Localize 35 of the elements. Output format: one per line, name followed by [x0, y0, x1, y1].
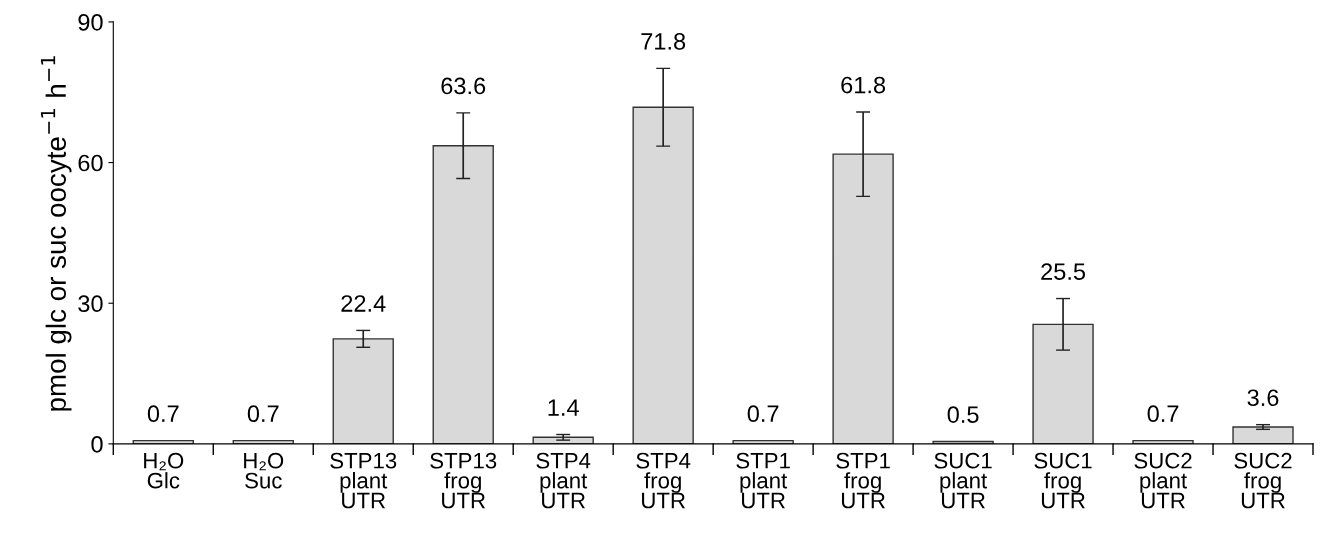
x-tick-label: H₂O Suc: [244, 452, 284, 489]
y-tick-label: 30: [78, 295, 103, 313]
bar: [1032, 323, 1094, 444]
bar: [832, 153, 894, 444]
bar: [632, 106, 694, 444]
x-tick-label: STP13 plant UTR: [330, 452, 397, 509]
x-tick-label: STP4 plant UTR: [536, 452, 591, 509]
x-tick-label: STP4 frog UTR: [636, 452, 691, 509]
data-label: 63.6: [441, 77, 486, 95]
x-tick-label: SUC2 frog UTR: [1234, 452, 1292, 509]
bar: [1232, 426, 1294, 444]
data-label: 1.4: [548, 399, 579, 416]
data-label: 71.8: [641, 33, 686, 50]
y-tick-label: 0: [91, 435, 103, 453]
x-tick-label: SUC1 frog UTR: [1034, 452, 1092, 509]
x-tick-label: H₂O Glc: [144, 452, 184, 489]
x-tick-label: STP13 frog UTR: [430, 452, 497, 509]
data-label: 25.5: [1041, 263, 1086, 280]
data-label: 22.4: [341, 295, 386, 312]
data-label: 0.7: [247, 405, 279, 423]
x-tick-label: SUC1 plant UTR: [934, 452, 992, 509]
y-tick-label: 60: [78, 154, 103, 172]
data-label: 3.6: [1247, 389, 1279, 407]
bar: [332, 338, 394, 444]
data-label: 0.7: [1147, 405, 1179, 423]
data-label: 0.7: [147, 405, 179, 423]
data-label: 61.8: [841, 76, 886, 94]
bar: [432, 144, 494, 444]
x-tick-label: SUC2 plant UTR: [1134, 452, 1192, 509]
x-tick-label: STP1 frog UTR: [836, 452, 890, 509]
data-label: 0.7: [747, 405, 779, 423]
x-tick-label: STP1 plant UTR: [736, 452, 790, 509]
y-axis-title: pmol glc or suc oocyte$^{−1}$ h$^{−1}$: [40, 56, 72, 411]
y-tick-label: 90: [78, 13, 103, 31]
data-label: 0.5: [947, 406, 979, 423]
